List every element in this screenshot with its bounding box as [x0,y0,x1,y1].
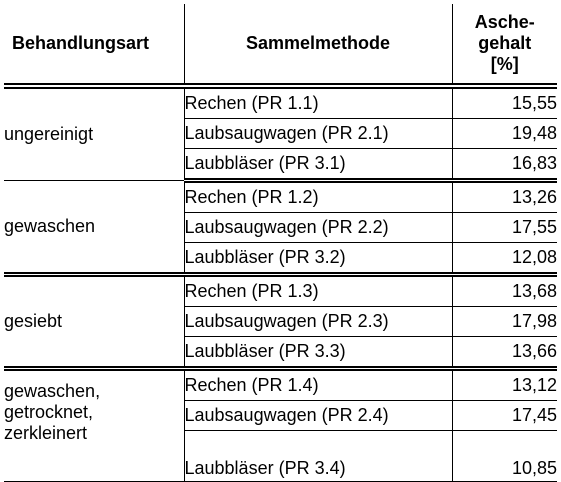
header-treatment: Behandlungsart [4,4,185,89]
treatment-label-line-2: getrocknet, [4,402,94,422]
table-row: Laubsaugwagen (PR 2.2) 17,55 [4,212,557,243]
treatment-label-line-1: gewaschen, [4,381,101,401]
header-method: Sammelmethode [184,4,453,89]
method-cell: Laubbläser (PR 3.4) [184,430,453,482]
treatment-cell: gesiebt [4,274,185,371]
ash-value-cell: 13,26 [452,180,557,213]
method-cell: Rechen (PR 1.1) [184,86,453,119]
ash-value-cell: 10,85 [452,430,557,482]
ash-value-cell: 15,55 [452,86,557,119]
treatment-cell: gewaschen, getrocknet, zerkleinert [4,368,185,482]
header-ash-line-2: gehalt [478,33,532,53]
treatment-label: gewaschen [4,216,96,236]
ash-value-cell: 16,83 [452,148,557,183]
method-cell: Laubbläser (PR 3.2) [184,242,453,277]
ash-content-table: Behandlungsart Sammelmethode Asche- geha… [4,4,557,482]
method-cell: Laubbläser (PR 3.3) [184,336,453,371]
table-row: ungereinigt Rechen (PR 1.1) 15,55 [4,86,557,181]
ash-value-cell: 17,45 [452,400,557,431]
method-cell: Rechen (PR 1.3) [184,274,453,307]
method-cell: Laubbläser (PR 3.1) [184,148,453,183]
header-ash-line-1: Asche- [474,12,535,32]
table-row: Laubbläser (PR 3.2) 12,08 [4,242,557,277]
ash-value-cell: 13,68 [452,274,557,307]
method-cell: Rechen (PR 1.4) [184,368,453,401]
table-row: Laubsaugwagen (PR 2.1) 19,48 [4,118,557,149]
method-cell: Laubsaugwagen (PR 2.3) [184,306,453,337]
table-row: Laubbläser (PR 3.1) 16,83 [4,148,557,183]
treatment-cell: gewaschen [4,180,185,277]
table-row: gewaschen, getrocknet, zerkleinert Reche… [4,368,557,482]
table-row: Laubsaugwagen (PR 2.3) 17,98 [4,306,557,337]
header-ash-line-3: [%] [490,54,519,74]
method-cell: Laubsaugwagen (PR 2.2) [184,212,453,243]
ash-value-cell: 19,48 [452,118,557,149]
treatment-label: ungereinigt [4,124,94,144]
method-cell: Laubsaugwagen (PR 2.1) [184,118,453,149]
ash-value-cell: 13,66 [452,336,557,371]
treatment-label-line-3: zerkleinert [4,423,88,443]
treatment-label: gesiebt [4,311,63,331]
method-cell: Rechen (PR 1.2) [184,180,453,213]
table-row: gesiebt Rechen (PR 1.3) 13,68 [4,274,557,371]
ash-value-cell: 17,55 [452,212,557,243]
ash-value-cell: 17,98 [452,306,557,337]
header-row: Behandlungsart Sammelmethode Asche- geha… [4,4,557,89]
treatment-cell: ungereinigt [4,86,185,181]
ash-value-cell: 12,08 [452,242,557,277]
method-cell: Laubsaugwagen (PR 2.4) [184,400,453,431]
header-ash-content: Asche- gehalt [%] [452,4,557,89]
table-row: gewaschen Rechen (PR 1.2) 13,26 [4,180,557,277]
table-row: Laubsaugwagen (PR 2.4) 17,45 [4,400,557,431]
ash-value-cell: 13,12 [452,368,557,401]
table-row: Laubbläser (PR 3.3) 13,66 [4,336,557,371]
